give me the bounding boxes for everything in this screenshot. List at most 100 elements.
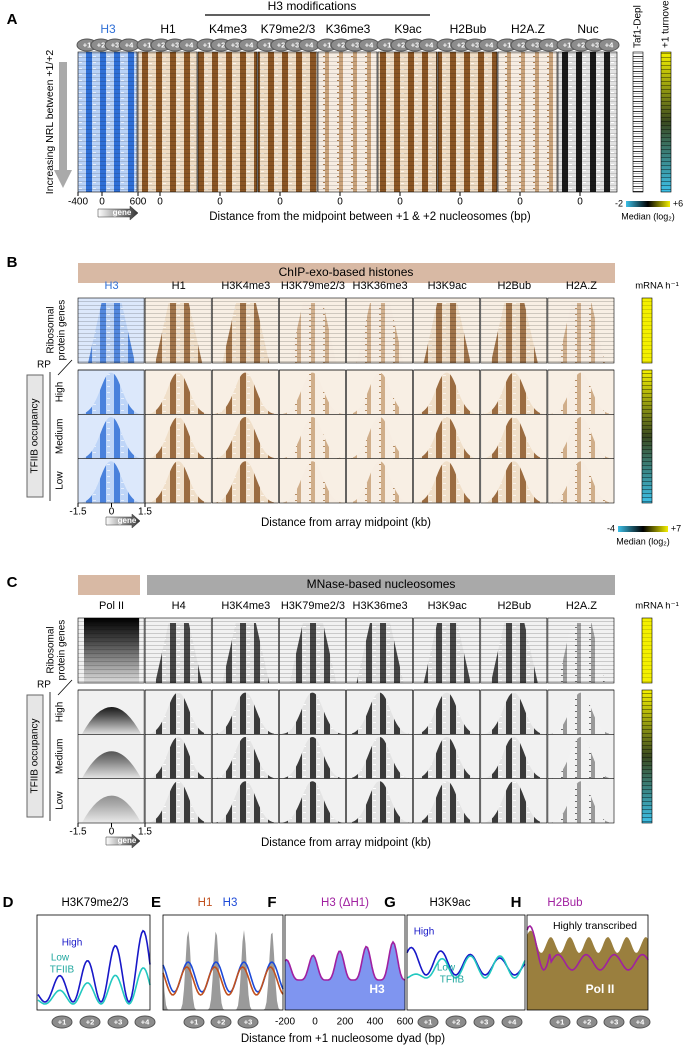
panel-title: H3K79me2/3 bbox=[61, 897, 128, 909]
nucleosome-label: +3 bbox=[291, 40, 300, 49]
gene-arrow bbox=[105, 513, 141, 529]
nucleosome-label: +4 bbox=[141, 1017, 150, 1026]
nucleosome-label: +3 bbox=[480, 1017, 489, 1026]
heatmap-frame bbox=[547, 297, 615, 364]
nucleosome-label: +4 bbox=[365, 40, 374, 49]
heatmap-frame bbox=[413, 617, 481, 684]
heatmap-pattern bbox=[82, 751, 142, 779]
colorbar-label: -4 bbox=[607, 523, 615, 533]
heatmap-texture bbox=[480, 618, 547, 683]
nucleosome-label: +2 bbox=[457, 40, 466, 49]
legend-label: Low bbox=[51, 953, 70, 964]
heatmap-frame bbox=[497, 51, 558, 193]
heatmap-pattern bbox=[549, 692, 612, 734]
heatmap-texture bbox=[480, 298, 547, 363]
x-tick-label: -1.5 bbox=[69, 827, 87, 838]
nucleosome-label: +3 bbox=[610, 1017, 619, 1026]
nucleosome-icon bbox=[549, 1015, 571, 1029]
profile-line bbox=[526, 924, 649, 972]
x-tick-label: 0 bbox=[217, 197, 223, 208]
heatmap-pattern bbox=[482, 736, 545, 779]
panel-label: F bbox=[267, 894, 276, 911]
heatmap-frame bbox=[377, 51, 438, 193]
nucleosome-icon bbox=[603, 1015, 625, 1029]
x-tick-label: 0 bbox=[109, 507, 115, 518]
column-title: H3K4me3 bbox=[221, 280, 270, 292]
profile-line bbox=[406, 955, 526, 979]
x-tick-label: 1.5 bbox=[138, 827, 152, 838]
heatmap-frame bbox=[77, 617, 145, 684]
heatmap-texture bbox=[145, 298, 212, 363]
level-label: Medium bbox=[55, 419, 66, 455]
heatmap-texture bbox=[318, 52, 377, 192]
area-label: H3 bbox=[369, 982, 385, 996]
side-title: mRNA h⁻¹ bbox=[635, 281, 679, 292]
heatmap-frame bbox=[317, 51, 378, 193]
heatmap-frame bbox=[480, 617, 548, 684]
nucleosome-label: +1 bbox=[563, 40, 572, 49]
header-title: ChIP-exo-based histones bbox=[279, 265, 414, 279]
panel-title: H1 bbox=[198, 897, 213, 909]
nucleosome-icon bbox=[134, 1015, 156, 1029]
column-title: H1 bbox=[160, 22, 176, 36]
x-tick-label: 0 bbox=[397, 197, 403, 208]
x-tick-label: 0 bbox=[277, 197, 283, 208]
legend-label: High bbox=[414, 927, 435, 938]
x-tick-label: 0 bbox=[577, 197, 583, 208]
nucleosome-label: +3 bbox=[471, 40, 480, 49]
heatmap-texture bbox=[258, 52, 317, 192]
heatmap-pattern bbox=[80, 416, 143, 459]
side-title: mRNA h⁻¹ bbox=[635, 601, 679, 612]
x-tick-label: -1.5 bbox=[69, 507, 87, 518]
legend-label: TFIIB bbox=[440, 975, 465, 986]
x-tick-label: 400 bbox=[367, 1017, 384, 1028]
x-tick-label: 600 bbox=[397, 1017, 414, 1028]
row-label: RP bbox=[37, 360, 51, 371]
panel-title: H3K9ac bbox=[430, 897, 471, 909]
panel-title: H3 (ΔH1) bbox=[321, 897, 369, 909]
nucleosome-icon bbox=[107, 1015, 129, 1029]
colorbar-label: +6 bbox=[673, 198, 683, 208]
heatmap-frame bbox=[346, 297, 413, 364]
column-title: H3K9ac bbox=[428, 600, 468, 612]
level-label: Low bbox=[55, 791, 66, 810]
x-tick-label: 0 bbox=[457, 197, 463, 208]
plot-frame bbox=[526, 914, 649, 1011]
plot-frame bbox=[284, 914, 406, 1011]
nucleosome-label: +1 bbox=[383, 40, 392, 49]
heatmap-frame bbox=[279, 297, 346, 364]
nucleosome-label: +4 bbox=[636, 1017, 645, 1026]
heatmap-texture bbox=[138, 52, 197, 192]
column-title: H1 bbox=[172, 280, 186, 292]
nucleosome-label: +3 bbox=[244, 1017, 253, 1026]
area-label: Pol II bbox=[586, 982, 615, 996]
nucleosome-label: +3 bbox=[411, 40, 420, 49]
heatmap-frame bbox=[547, 369, 615, 504]
column-title: H3K4me3 bbox=[221, 600, 270, 612]
heatmap-frame bbox=[197, 51, 258, 193]
heatmap-frame bbox=[279, 369, 346, 504]
nucleosome-label: +4 bbox=[185, 40, 194, 49]
x-tick-label: 0 bbox=[99, 197, 105, 208]
heatmap-texture bbox=[279, 298, 346, 363]
rp-bracket bbox=[57, 679, 73, 696]
x-tick-label: -200 bbox=[275, 1017, 295, 1028]
heatmap-frame bbox=[144, 689, 212, 824]
nucleosome-label: +3 bbox=[531, 40, 540, 49]
heatmap-frame bbox=[413, 297, 481, 364]
heatmap-pattern bbox=[482, 692, 545, 734]
nucleosome-label: +1 bbox=[203, 40, 212, 49]
panel-label: C bbox=[7, 574, 18, 591]
nucleosome-label: +1 bbox=[83, 40, 92, 49]
nucleosome-icon bbox=[183, 1015, 205, 1029]
nucleosome-icon bbox=[629, 1015, 651, 1029]
column-title: H2A.Z bbox=[566, 280, 597, 292]
heatmap-texture bbox=[378, 52, 437, 192]
gene-arrow bbox=[105, 833, 141, 849]
nucleosome-label: +1 bbox=[190, 1017, 199, 1026]
heatmap-texture bbox=[78, 298, 145, 363]
nucleosome-icon bbox=[51, 1015, 73, 1029]
heatmap-texture bbox=[212, 298, 279, 363]
nucleosome-icon bbox=[417, 1015, 439, 1029]
nucleosome-label: +3 bbox=[231, 40, 240, 49]
